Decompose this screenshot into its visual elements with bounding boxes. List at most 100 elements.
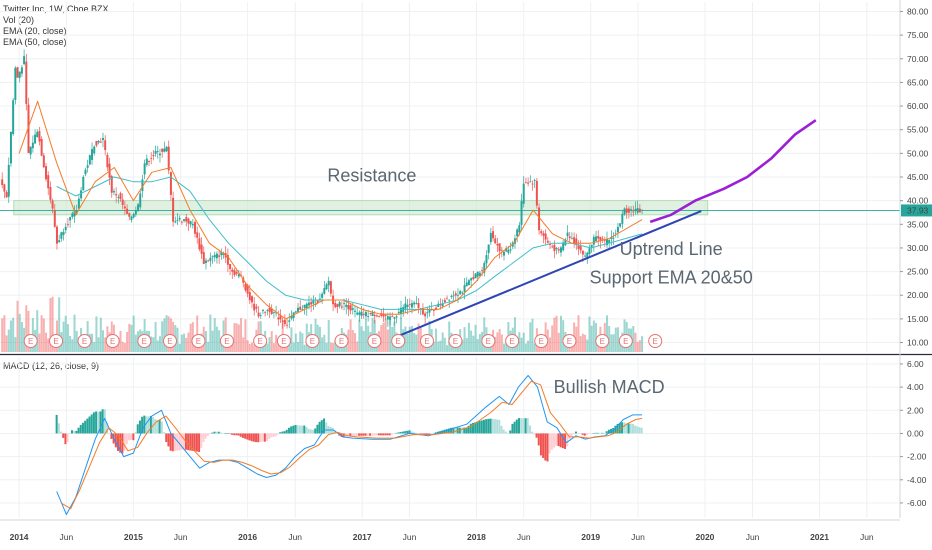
macd-histogram-bar <box>123 433 126 452</box>
macd-indicator-label[interactable]: MACD (12, 26, close, 9) <box>3 361 100 371</box>
candle-body <box>220 251 223 256</box>
macd-histogram-bar <box>401 431 404 434</box>
ema20-indicator-label[interactable]: EMA (20, close) <box>3 26 67 36</box>
candle-body <box>189 221 192 225</box>
macd-histogram-bar <box>187 433 190 451</box>
volume-bar <box>204 331 207 352</box>
volume-bar <box>156 340 159 352</box>
volume-bar <box>49 298 52 352</box>
candle-body <box>531 183 534 185</box>
macd-histogram-bar <box>592 433 595 434</box>
candle-body <box>568 236 571 239</box>
volume-bar <box>272 343 275 352</box>
macd-histogram-bar <box>358 433 361 436</box>
volume-bar <box>187 332 190 352</box>
macd-histogram-bar <box>493 419 496 434</box>
time-axis-label: Jun <box>174 532 188 542</box>
volume-bar <box>641 336 644 352</box>
macd-histogram-bar <box>482 419 485 434</box>
volume-bar <box>389 317 392 352</box>
macd-histogram-bar <box>596 432 599 434</box>
earnings-marker-label: E <box>224 337 229 346</box>
volume-bar <box>294 333 297 352</box>
candle-body <box>3 184 6 192</box>
earnings-marker-circle <box>648 334 663 348</box>
earnings-marker: E <box>191 334 206 348</box>
earnings-marker-circle <box>505 334 520 348</box>
macd-histogram-bar <box>450 427 453 434</box>
macd-histogram-bar <box>599 432 602 434</box>
candle-body <box>595 236 598 241</box>
candle-body <box>99 141 102 143</box>
earnings-marker: E <box>305 334 320 348</box>
volume-bar <box>338 344 341 352</box>
macd-histogram-bar <box>316 424 319 434</box>
candle-body <box>231 269 234 272</box>
earnings-marker-circle <box>276 334 291 348</box>
macd-histogram-bar <box>62 433 65 438</box>
candle-body <box>299 306 302 310</box>
candle-body <box>218 255 221 257</box>
volume-bar <box>42 318 45 352</box>
macd-histogram-bar <box>200 433 203 448</box>
earnings-marker-circle <box>391 334 406 348</box>
time-axis-label: Jun <box>403 532 417 542</box>
macd-histogram-bar <box>314 428 317 434</box>
candle-body <box>237 273 240 277</box>
candle-body <box>233 270 236 276</box>
candle-body <box>132 213 135 218</box>
candle-body <box>562 242 565 251</box>
volume-bar <box>522 332 525 352</box>
volume-bar <box>410 325 413 352</box>
candle-body <box>573 237 576 244</box>
candle-body <box>211 256 214 258</box>
macd-histogram-bar <box>176 433 179 451</box>
candle-body <box>641 209 644 211</box>
candle-body <box>297 307 300 312</box>
candle-body <box>51 200 54 209</box>
candle-body <box>86 165 89 168</box>
macd-histogram-bar <box>353 433 356 436</box>
volume-bar <box>38 333 41 352</box>
volume-bar <box>382 322 385 352</box>
volume-bar <box>277 338 280 352</box>
candle-body <box>397 311 400 314</box>
earnings-marker-circle <box>367 334 382 348</box>
volume-bar <box>1 318 4 352</box>
candle-body <box>347 304 350 310</box>
candle-body <box>303 304 306 308</box>
ema50-indicator-label[interactable]: EMA (50, close) <box>3 37 67 47</box>
volume-bar <box>408 326 411 352</box>
macd-histogram-bar <box>320 420 323 434</box>
macd-histogram-bar <box>377 433 380 436</box>
macd-histogram-bar <box>371 433 374 436</box>
macd-histogram-bar <box>90 414 93 434</box>
macd-annotation: Bullish MACD <box>554 377 665 397</box>
candle-body <box>152 155 155 157</box>
macd-histogram-bar <box>469 423 472 434</box>
volume-bar <box>384 319 387 352</box>
macd-histogram-bar <box>191 433 194 451</box>
candle-body <box>88 155 91 165</box>
macd-histogram-bar <box>220 432 223 434</box>
macd-histogram-bar <box>246 433 249 440</box>
macd-histogram-bar <box>390 433 393 435</box>
volume-bar <box>505 342 508 352</box>
volume-bar <box>3 315 6 352</box>
volume-bar <box>579 336 582 352</box>
macd-histogram-bar <box>285 429 288 434</box>
candle-body <box>62 231 65 235</box>
volume-bar <box>231 339 234 352</box>
volume-bar <box>101 330 104 352</box>
candle-body <box>66 224 69 225</box>
candle-body <box>101 137 104 140</box>
candle-body <box>64 226 67 231</box>
volume-bar <box>47 338 50 352</box>
vol-indicator-label[interactable]: Vol (20) <box>3 15 35 25</box>
volume-bar <box>69 335 72 352</box>
macd-histogram-bar <box>373 433 376 436</box>
macd-histogram-bar <box>572 433 575 435</box>
volume-bar <box>500 334 503 352</box>
volume-bar <box>421 344 424 352</box>
